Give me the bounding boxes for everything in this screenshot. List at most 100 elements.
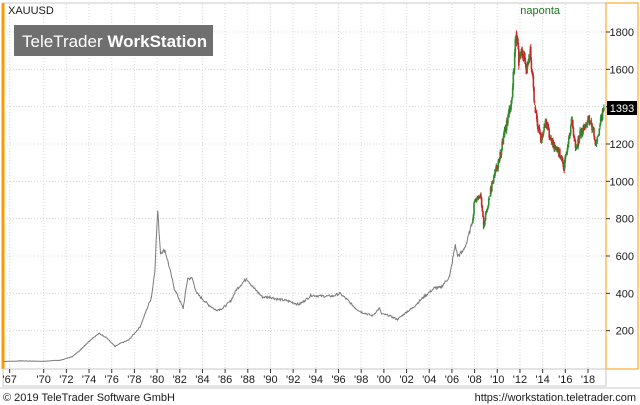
candle-body bbox=[504, 127, 507, 129]
data-point bbox=[3, 360, 5, 363]
y-tick-label: 200 bbox=[616, 326, 634, 338]
x-tick-label: '74 bbox=[82, 374, 96, 386]
candle-body bbox=[542, 131, 545, 136]
candle-body bbox=[489, 196, 491, 198]
candle-body bbox=[581, 132, 584, 136]
data-point bbox=[145, 311, 147, 313]
candle-body bbox=[505, 120, 508, 131]
candle-body bbox=[472, 214, 475, 220]
candle-body bbox=[579, 130, 581, 139]
candle-body bbox=[543, 126, 545, 132]
data-point bbox=[286, 300, 289, 302]
candle-body bbox=[589, 122, 591, 124]
candle-body bbox=[574, 140, 577, 149]
data-point bbox=[20, 360, 22, 362]
candle-body bbox=[484, 220, 486, 225]
data-point bbox=[191, 277, 193, 279]
candle-body bbox=[524, 60, 527, 64]
y-tick-label: 600 bbox=[616, 251, 634, 263]
data-point bbox=[222, 307, 224, 309]
x-tick-label: '18 bbox=[581, 374, 595, 386]
footer-url[interactable]: https://workstation.teletrader.com bbox=[475, 392, 636, 404]
candle-body bbox=[581, 128, 583, 136]
candle-body bbox=[482, 217, 485, 228]
candle-body bbox=[473, 201, 476, 203]
candle-body bbox=[501, 141, 503, 150]
data-point bbox=[196, 292, 198, 294]
series-line-group bbox=[3, 210, 473, 363]
data-point bbox=[396, 318, 399, 321]
data-point bbox=[275, 298, 277, 300]
x-axis-panel bbox=[2, 368, 607, 387]
candle-body bbox=[531, 72, 534, 77]
candle-body bbox=[566, 147, 569, 153]
candle-body bbox=[485, 212, 487, 214]
x-tick-label: '67 bbox=[2, 374, 16, 386]
data-point bbox=[83, 345, 86, 347]
candle-body bbox=[540, 139, 543, 143]
candle-body bbox=[588, 115, 591, 123]
y-tick-label: 1600 bbox=[610, 64, 634, 76]
data-point bbox=[381, 313, 383, 315]
candle-body bbox=[571, 119, 574, 128]
last-price-box bbox=[607, 101, 637, 115]
candle-body bbox=[520, 51, 522, 57]
x-tick-label: '02 bbox=[399, 374, 413, 386]
candle-body bbox=[517, 42, 520, 50]
candle-body bbox=[598, 128, 601, 135]
last-price-label: 1393 bbox=[610, 103, 634, 115]
symbol-label: XAUUSD bbox=[8, 5, 54, 17]
candle-body bbox=[514, 38, 517, 53]
candle-body bbox=[526, 62, 529, 70]
candle-body bbox=[565, 152, 568, 155]
candle-body bbox=[486, 209, 488, 213]
candle-body bbox=[583, 129, 586, 131]
data-point bbox=[466, 242, 468, 244]
candle-body bbox=[563, 168, 565, 171]
candle-body bbox=[583, 125, 585, 130]
candle-body bbox=[596, 137, 599, 143]
candle-body bbox=[576, 146, 578, 149]
grid bbox=[4, 4, 605, 368]
data-point bbox=[98, 332, 100, 335]
candle-body bbox=[535, 112, 538, 119]
data-point bbox=[91, 337, 94, 339]
data-point bbox=[235, 289, 238, 291]
data-point bbox=[354, 307, 357, 309]
candle-body bbox=[473, 202, 475, 215]
candle-body bbox=[487, 205, 489, 209]
series-line bbox=[3, 210, 473, 363]
data-point bbox=[159, 251, 162, 253]
x-tick-label: '00 bbox=[377, 374, 391, 386]
candle-body bbox=[530, 60, 533, 70]
x-tick-label: '04 bbox=[422, 374, 436, 386]
plot-area bbox=[2, 2, 607, 370]
x-tick-label: '96 bbox=[331, 374, 345, 386]
candle-body bbox=[554, 146, 557, 149]
candle-body bbox=[553, 142, 556, 150]
candle-body bbox=[488, 198, 491, 200]
candle-body bbox=[540, 132, 542, 143]
data-point bbox=[128, 339, 130, 341]
data-point bbox=[449, 275, 451, 278]
candle-body bbox=[560, 157, 563, 160]
data-point bbox=[154, 270, 156, 272]
candle-body bbox=[564, 159, 566, 169]
data-point bbox=[252, 287, 255, 289]
candle-body bbox=[480, 197, 483, 206]
candle-body bbox=[593, 136, 596, 141]
watermark-box bbox=[14, 25, 213, 56]
candle-body bbox=[511, 97, 513, 101]
x-tick-label: '92 bbox=[286, 374, 300, 386]
data-point bbox=[378, 307, 380, 309]
x-tick-label: '08 bbox=[467, 374, 481, 386]
candle-body bbox=[572, 127, 575, 136]
data-point bbox=[215, 309, 217, 311]
candle-body bbox=[475, 199, 478, 202]
candle-body bbox=[532, 76, 535, 88]
candle-body bbox=[533, 100, 536, 102]
candle-body bbox=[510, 100, 513, 108]
candle-body bbox=[487, 198, 490, 206]
candle-body bbox=[494, 169, 497, 172]
